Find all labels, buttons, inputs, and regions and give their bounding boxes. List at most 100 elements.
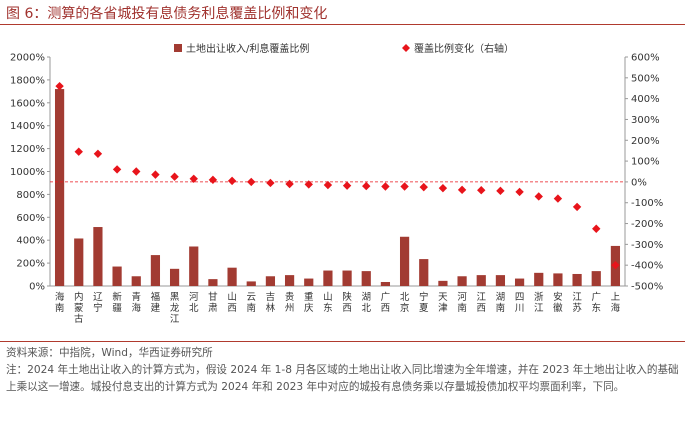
source-text: 资料来源：中指院，Wind，华西证券研究所 <box>6 347 213 359</box>
bar-天津 <box>438 280 448 286</box>
chart: 0% 200% 400% 600% 800% 1000% 1200% 1400% 1600% 18… <box>10 42 663 325</box>
left-tick-label: 0% <box>29 282 45 293</box>
category-label: 湖南 <box>496 292 506 314</box>
category-char: 贵 <box>285 291 295 303</box>
category-char: 重 <box>304 291 314 303</box>
category-char: 吉 <box>266 292 276 303</box>
bar-重庆 <box>304 278 314 286</box>
category-char: 西 <box>227 303 237 314</box>
category-char: 云 <box>246 292 256 303</box>
legend-diamond-label: 覆盖比例变化（右轴） <box>414 42 514 55</box>
bar-江苏 <box>572 273 582 286</box>
marker-山东 <box>323 180 333 190</box>
bar-贵州 <box>284 275 295 286</box>
category-char: 河 <box>457 291 467 303</box>
bars <box>50 89 625 287</box>
marker-上海 <box>611 260 620 270</box>
category-label: 广西 <box>381 291 391 314</box>
category-char: 南 <box>457 302 467 314</box>
category-char: 广 <box>381 291 391 303</box>
category-label: 重庆 <box>304 291 314 314</box>
category-char: 徽 <box>553 302 563 314</box>
bar-福建 <box>150 255 161 286</box>
bar-广西 <box>380 281 391 286</box>
category-char: 海 <box>611 302 621 314</box>
marker-辽宁 <box>93 149 103 159</box>
category-char: 北 <box>400 292 410 303</box>
bar-甘肃 <box>208 279 218 286</box>
category-label: 江西 <box>476 292 486 314</box>
category-char: 津 <box>438 303 448 314</box>
marker-宁夏 <box>419 182 428 192</box>
category-label: 贵州 <box>285 291 295 314</box>
category-char: 浙 <box>534 291 544 303</box>
category-char: 苏 <box>572 302 582 314</box>
category-char: 京 <box>400 302 410 314</box>
bar-江西 <box>476 275 486 286</box>
right-tick-label: 500% <box>631 73 660 84</box>
marker-青海 <box>132 167 141 176</box>
category-label: 内蒙古 <box>74 291 84 325</box>
bar-云南 <box>246 281 256 286</box>
left-tick-label: 600% <box>16 213 45 224</box>
marker-甘肃 <box>208 175 218 185</box>
marker-河南 <box>457 185 467 195</box>
category-char: 内 <box>74 291 84 303</box>
category-char: 古 <box>74 313 84 325</box>
title-divider <box>0 24 685 25</box>
bar-浙江 <box>534 272 544 286</box>
marker-山西 <box>227 176 237 186</box>
left-tick-label: 1800% <box>10 75 45 86</box>
marker-黑龙江 <box>170 172 179 181</box>
category-char: 福 <box>151 291 161 303</box>
legend-diamond-icon <box>402 44 410 52</box>
category-char: 夏 <box>419 303 429 314</box>
category-char: 江 <box>170 314 180 325</box>
legend: 土地出让收入/利息覆盖比例 覆盖比例变化（右轴） <box>174 42 514 55</box>
category-char: 北 <box>361 303 371 314</box>
bar-四川 <box>514 278 525 286</box>
category-char: 广 <box>591 291 601 303</box>
bar-宁夏 <box>419 259 429 286</box>
right-tick-label: 100% <box>631 157 660 168</box>
category-char: 海 <box>55 291 65 303</box>
marker-新疆 <box>112 165 122 174</box>
bar-海南 <box>54 89 65 286</box>
bar-河北 <box>189 246 199 286</box>
category-label: 新疆 <box>112 291 122 314</box>
footer-divider <box>0 341 685 342</box>
bar-山东 <box>323 270 333 286</box>
category-char: 西 <box>342 303 352 314</box>
right-tick-label: -200% <box>631 219 663 230</box>
marker-贵州 <box>285 179 294 189</box>
right-tick-label: -100% <box>631 198 663 209</box>
left-axis: 0% 200% 400% 600% 800% 1000% 1200% 1400% 1600% 18… <box>10 53 51 293</box>
category-label: 宁夏 <box>419 291 429 314</box>
marker-重庆 <box>304 180 313 189</box>
category-char: 州 <box>285 303 295 314</box>
category-char: 林 <box>266 302 276 314</box>
figure-title: 图 6：测算的各省城投有息债务利息覆盖比例和变化 <box>6 6 328 22</box>
bar-内蒙古 <box>74 238 84 286</box>
category-char: 海 <box>131 302 141 314</box>
bar-安徽 <box>553 273 563 286</box>
bar-河南 <box>457 276 467 286</box>
marker-湖北 <box>362 181 371 191</box>
category-char: 四 <box>515 292 525 303</box>
right-tick-label: 600% <box>631 53 660 64</box>
bar-北京 <box>399 236 410 286</box>
category-char: 东 <box>323 302 333 314</box>
category-label: 浙江 <box>534 291 544 314</box>
category-char: 辽 <box>93 291 103 303</box>
right-tick-label: 0% <box>631 177 647 188</box>
category-char: 上 <box>611 292 621 303</box>
left-tick-label: 1400% <box>10 121 45 132</box>
marker-陕西 <box>342 181 352 190</box>
category-label: 河南 <box>457 291 467 314</box>
category-char: 江 <box>572 292 582 303</box>
category-char: 建 <box>151 302 161 314</box>
marker-吉林 <box>266 178 275 188</box>
marker-河北 <box>189 174 198 183</box>
left-tick-label: 200% <box>16 259 45 270</box>
category-char: 北 <box>189 303 199 314</box>
